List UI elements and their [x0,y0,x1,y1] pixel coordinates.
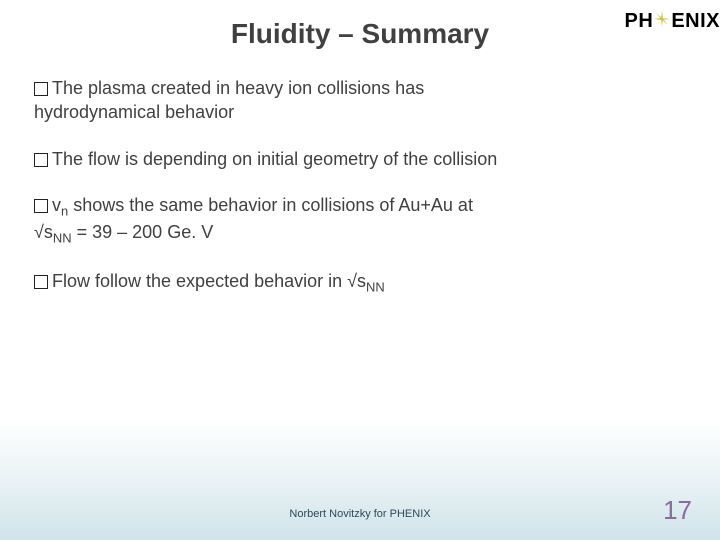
logo-right: ENIX [671,10,720,33]
bullet-item: The flow is depending on initial geometr… [34,147,686,171]
footer-author: Norbert Novitzky for PHENIX [0,508,720,520]
page-title: Fluidity – Summary [100,0,620,50]
checkbox-icon [34,275,48,289]
logo-star-icon [654,10,670,33]
bullet-list: The plasma created in heavy ion collisio… [0,50,720,296]
checkbox-icon [34,199,48,213]
bullet-text-line2: √sNN = 39 – 200 Ge. V [34,222,213,242]
bullet-item: The plasma created in heavy ion collisio… [34,76,686,125]
phenix-logo: PH ENIX [625,10,720,33]
page-number: 17 [663,495,692,526]
checkbox-icon [34,82,48,96]
bullet-text: The flow is depending on initial geometr… [52,149,497,169]
bullet-item: vn shows the same behavior in collisions… [34,193,686,247]
bullet-item: Flow follow the expected behavior in √sN… [34,269,686,296]
bullet-text: Flow follow the expected behavior in √sN… [52,271,385,291]
bullet-text: The plasma created in heavy ion collisio… [52,78,424,98]
logo-left: PH [625,10,654,33]
bullet-text-line2: hydrodynamical behavior [34,102,234,122]
checkbox-icon [34,153,48,167]
bullet-text: vn shows the same behavior in collisions… [52,195,473,215]
